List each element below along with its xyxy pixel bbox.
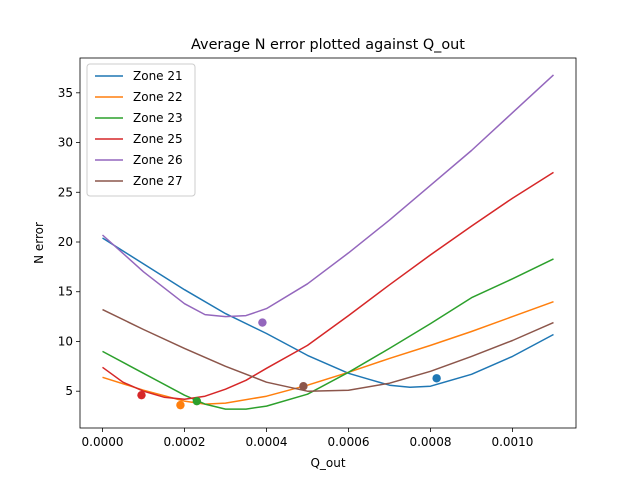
y-axis-label: N error bbox=[32, 222, 46, 264]
legend-label-zone-22: Zone 22 bbox=[133, 90, 183, 104]
y-tick-label: 35 bbox=[58, 86, 73, 100]
series-layer bbox=[101, 74, 555, 410]
point-zone-25 bbox=[137, 390, 146, 400]
series-line-zone-27 bbox=[102, 308, 554, 392]
y-tick-label: 5 bbox=[65, 384, 73, 398]
series-line-zone-21 bbox=[102, 237, 554, 388]
x-axis-label: Q_out bbox=[310, 456, 345, 470]
x-tick-label: 0.0002 bbox=[164, 435, 206, 449]
y-tick-label: 20 bbox=[58, 235, 73, 249]
legend-label-zone-25: Zone 25 bbox=[133, 132, 183, 146]
y-axis: 5 10 15 20 25 30 35 bbox=[58, 86, 80, 398]
series-line-zone-23 bbox=[102, 258, 554, 410]
x-tick-label: 0.0010 bbox=[491, 435, 533, 449]
point-zone-23 bbox=[192, 396, 202, 406]
y-tick-label: 30 bbox=[58, 136, 73, 150]
legend-label-zone-27: Zone 27 bbox=[133, 174, 183, 188]
legend: Zone 21 Zone 22 Zone 23 Zone 25 Zone 26 Zone … bbox=[86, 63, 196, 197]
y-tick-label: 10 bbox=[58, 334, 73, 348]
x-tick-label: 0.0000 bbox=[82, 435, 124, 449]
legend-label-zone-21: Zone 21 bbox=[133, 69, 183, 83]
point-zone-22 bbox=[176, 400, 185, 410]
x-tick-label: 0.0006 bbox=[327, 435, 369, 449]
series-line-zone-22 bbox=[102, 300, 554, 405]
point-zone-26 bbox=[258, 318, 267, 327]
x-tick-label: 0.0008 bbox=[409, 435, 451, 449]
x-axis: 0.0000 0.0002 0.0004 0.0006 0.0008 0.0010 bbox=[82, 428, 533, 449]
series-line-zone-25 bbox=[102, 171, 554, 400]
legend-label-zone-23: Zone 23 bbox=[133, 111, 183, 125]
point-zone-27 bbox=[299, 382, 308, 391]
chart-title: Average N error plotted against Q_out bbox=[191, 37, 465, 53]
plot-frame bbox=[79, 57, 577, 429]
marker-layer bbox=[137, 318, 441, 410]
legend-label-zone-26: Zone 26 bbox=[133, 153, 183, 167]
y-tick-label: 15 bbox=[58, 285, 73, 299]
x-tick-label: 0.0004 bbox=[246, 435, 288, 449]
y-tick-label: 25 bbox=[58, 185, 73, 199]
point-zone-21 bbox=[432, 374, 441, 383]
series-line-zone-26 bbox=[101, 74, 555, 318]
